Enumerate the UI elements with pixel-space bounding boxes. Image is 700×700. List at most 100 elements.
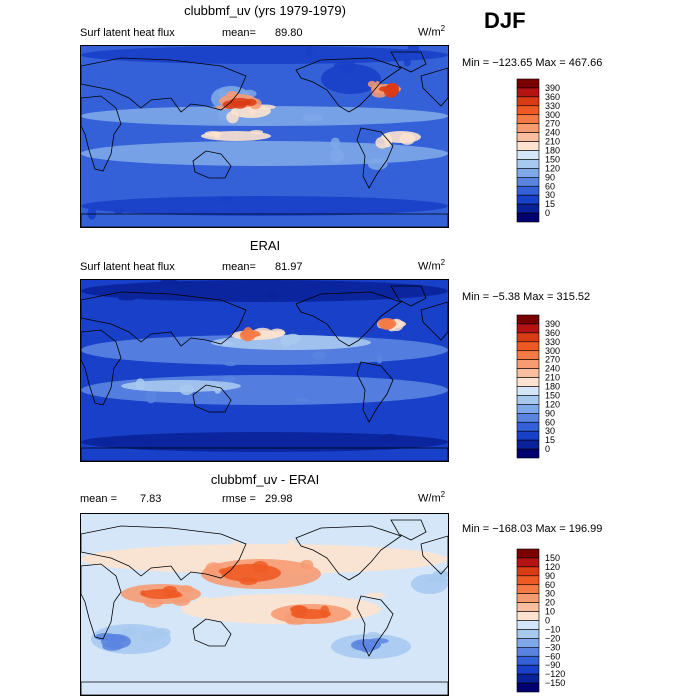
coastline — [356, 361, 394, 423]
colorbar-swatch — [516, 664, 540, 675]
colorbar-swatch — [516, 682, 540, 693]
coastline — [295, 57, 402, 113]
field-contour-region — [179, 585, 194, 593]
field-contour-region — [81, 141, 448, 166]
field-contour-region — [87, 207, 97, 220]
field-contour-region — [375, 136, 390, 149]
field-contour-region — [171, 596, 191, 606]
season-label: DJF — [484, 8, 526, 33]
field-contour-region — [367, 157, 388, 171]
panel-2-variable-label: Surf latent heat flux — [80, 261, 175, 273]
panel-3-units: W/m2 — [418, 490, 446, 505]
field-contour-region — [383, 84, 398, 98]
coastline — [295, 525, 402, 581]
colorbar-tick-label: 15 — [545, 435, 555, 445]
coastline — [192, 618, 232, 647]
colorbar-swatch — [516, 141, 540, 151]
colorbar-swatch — [516, 386, 540, 396]
coastline — [81, 95, 122, 172]
colorbar-swatch — [516, 150, 540, 160]
panel-3-map — [80, 513, 449, 696]
field-contour-region — [144, 438, 154, 450]
colorbar-swatch — [516, 78, 540, 89]
colorbar-tick-label: 60 — [545, 181, 555, 191]
field-contour-region — [427, 576, 448, 583]
field-contour-region — [367, 80, 377, 88]
field-contour-region — [218, 341, 234, 346]
colorbar-swatch — [516, 439, 540, 450]
colorbar-swatch — [516, 203, 540, 214]
colorbar-tick-label: 60 — [545, 417, 555, 427]
field-contour-region — [105, 635, 127, 643]
field-contour-region — [121, 380, 241, 392]
colorbar-swatch — [516, 448, 540, 459]
field-contour-region — [365, 592, 386, 599]
panel-2-minmax: Min = −5.38 Max = 315.52 — [462, 291, 591, 303]
panel-1-mean-label: mean= — [222, 27, 256, 39]
field-contour-region — [224, 361, 237, 367]
field-contour-region — [284, 333, 302, 344]
field-contour-region — [121, 626, 137, 636]
panel-3-rmse-value: 29.98 — [265, 493, 293, 505]
colorbar-tick-label: 210 — [545, 373, 560, 383]
field-contour-region — [162, 585, 177, 594]
colorbar-swatch — [516, 593, 540, 603]
colorbar-tick-label: 120 — [545, 399, 560, 409]
field-contour-region — [355, 640, 368, 646]
coastline — [390, 519, 427, 541]
field-contour-region — [81, 280, 448, 302]
field-contour-region — [305, 46, 314, 57]
field-contour-region — [159, 280, 179, 286]
field-contour-region — [312, 351, 327, 360]
field-contour-region — [113, 206, 125, 214]
colorbar-swatch — [516, 395, 540, 405]
colorbar-swatch — [516, 159, 540, 169]
field-contour-region — [81, 432, 448, 452]
panel-1-field — [81, 46, 448, 227]
colorbar-tick-label: −150 — [545, 678, 565, 688]
colorbar-tick-label: 390 — [545, 83, 560, 93]
colorbar-tick-label: 10 — [545, 607, 555, 617]
field-contour-region — [221, 375, 237, 384]
field-contour-region — [271, 330, 286, 336]
field-contour-region — [249, 129, 264, 134]
coastline — [420, 301, 448, 341]
colorbar-tick-label: 60 — [545, 580, 555, 590]
coastline — [420, 67, 448, 107]
coastline — [420, 535, 448, 575]
coastline — [192, 150, 232, 179]
colorbar-swatch — [516, 404, 540, 414]
field-contour-region — [240, 329, 261, 338]
coastline — [81, 57, 247, 113]
colorbar-tick-label: 150 — [545, 154, 560, 164]
colorbar-swatch — [516, 377, 540, 387]
colorbar-swatch — [516, 629, 540, 639]
colorbar-tick-label: 240 — [545, 364, 560, 374]
colorbar-tick-label: 300 — [545, 110, 560, 120]
colorbar-tick-label: 0 — [545, 208, 550, 218]
panel-2-map — [80, 279, 449, 462]
colorbar-tick-label: 390 — [545, 319, 560, 329]
panel-3-minmax: Min = −168.03 Max = 196.99 — [462, 523, 603, 535]
field-contour-region — [330, 137, 341, 149]
colorbar-tick-label: 270 — [545, 119, 560, 129]
colorbar-tick-label: 15 — [545, 199, 555, 209]
colorbar-tick-label: −90 — [545, 660, 560, 670]
colorbar-tick-label: 210 — [545, 137, 560, 147]
colorbar-tick-label: 330 — [545, 101, 560, 111]
colorbar-swatch — [516, 647, 540, 657]
field-contour-region — [244, 98, 257, 107]
colorbar-swatch — [516, 638, 540, 648]
colorbar-tick-label: 360 — [545, 92, 560, 102]
colorbar-swatch — [516, 602, 540, 612]
field-contour-region — [205, 562, 222, 576]
colorbar-tick-label: 150 — [545, 390, 560, 400]
colorbar-swatch — [516, 359, 540, 369]
colorbar-tick-label: 150 — [545, 553, 560, 563]
colorbar-tick-label: −30 — [545, 642, 560, 652]
colorbar-tick-label: −10 — [545, 624, 560, 634]
field-contour-region — [329, 148, 344, 163]
field-contour-region — [381, 433, 399, 442]
